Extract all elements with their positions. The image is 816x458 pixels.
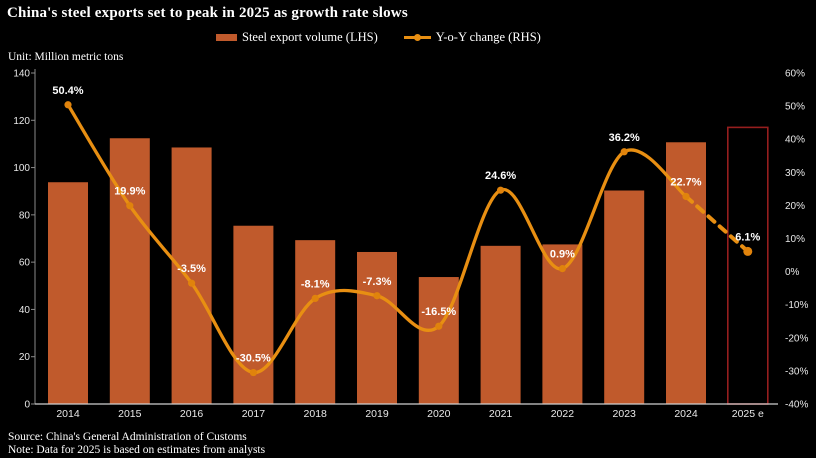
bar-2014 — [48, 182, 88, 404]
yoy-data-label: -7.3% — [363, 276, 392, 288]
right-axis-tick-label: 30% — [785, 168, 805, 179]
x-axis-category-label: 2014 — [56, 408, 80, 420]
yoy-point-2017 — [249, 368, 257, 377]
yoy-line-forecast-dashed — [684, 194, 750, 254]
bar-swatch-icon — [216, 34, 237, 41]
x-axis-category-label: 2024 — [674, 408, 698, 420]
x-axis-category-label: 2022 — [551, 408, 575, 420]
yoy-point-2020 — [435, 322, 443, 330]
yoy-data-label: 50.4% — [52, 85, 83, 97]
left-axis-tick-label: 60 — [19, 258, 31, 269]
legend-line-label: Y-o-Y change (RHS) — [435, 30, 541, 44]
right-axis-tick-label: -20% — [785, 333, 808, 344]
yoy-point-2018 — [311, 294, 319, 303]
left-axis-tick-label: 40 — [19, 305, 31, 316]
right-axis-tick-label: 10% — [785, 234, 805, 245]
yoy-data-label: 36.2% — [609, 132, 640, 144]
right-axis-tick-label: 60% — [785, 69, 805, 80]
right-axis-tick-label: -30% — [785, 366, 808, 377]
x-axis-category-label: 2025 e — [732, 408, 764, 420]
unit-label: Unit: Million metric tons — [8, 51, 124, 63]
yoy-point-2022 — [558, 265, 567, 273]
legend-item-yoy-change: Y-o-Y change (RHS) — [403, 30, 541, 45]
yoy-data-label: 0.9% — [550, 249, 575, 261]
left-axis-tick-label: 140 — [13, 69, 30, 80]
bar-2025e — [726, 126, 769, 405]
x-axis-category-label: 2019 — [365, 408, 389, 420]
yoy-data-label: 22.7% — [670, 176, 701, 188]
right-axis-tick-label: 20% — [785, 201, 805, 212]
left-axis-tick-label: 0 — [24, 400, 30, 411]
bar-2016 — [171, 147, 212, 404]
yoy-point-2023 — [620, 148, 628, 156]
legend-bar-label: Steel export volume (LHS) — [242, 30, 378, 44]
yoy-point-2024 — [682, 192, 690, 201]
left-axis-tick-label: 80 — [19, 210, 31, 221]
left-axis-tick-label: 100 — [13, 163, 30, 174]
right-axis-tick-label: -40% — [785, 400, 808, 411]
bar-2017 — [233, 225, 274, 404]
bar-2021 — [480, 245, 521, 404]
yoy-data-label: 19.9% — [114, 186, 145, 198]
right-axis-tick-label: 0% — [785, 267, 800, 278]
yoy-point-2016 — [188, 279, 196, 287]
yoy-data-label: 24.6% — [485, 170, 516, 182]
source-line: Source: China's General Administration o… — [8, 431, 247, 443]
yoy-line — [66, 103, 688, 375]
x-axis-category-label: 2021 — [489, 408, 513, 420]
right-axis-tick-label: 40% — [785, 135, 805, 146]
chart-title: China's steel exports set to peak in 202… — [7, 5, 408, 21]
yoy-point-2019 — [373, 292, 381, 300]
x-axis-category-label: 2015 — [118, 408, 142, 420]
bar-2015 — [109, 138, 150, 405]
footer-notes: Source: China's General Administration o… — [8, 431, 265, 456]
bar-2020 — [418, 277, 459, 404]
yoy-point-2021 — [497, 186, 505, 194]
left-axis-tick-label: 120 — [13, 116, 30, 127]
bar-2018 — [295, 240, 336, 404]
legend-item-steel-export-volume: Steel export volume (LHS) — [216, 30, 378, 45]
yoy-point-2014 — [64, 101, 72, 109]
left-axis-tick-label: 20 — [19, 352, 31, 363]
x-axis-category-label: 2017 — [242, 408, 266, 420]
x-axis-category-label: 2023 — [613, 408, 637, 420]
yoy-point-2025e — [743, 246, 753, 256]
legend: Steel export volume (LHS) Y-o-Y change (… — [216, 30, 541, 45]
x-axis-category-label: 2016 — [180, 408, 204, 420]
note-line: Note: Data for 2025 is based on estimate… — [8, 443, 266, 456]
yoy-data-label: -3.5% — [177, 263, 206, 275]
x-axis-category-label: 2020 — [427, 408, 451, 420]
x-axis-category-label: 2018 — [304, 408, 328, 420]
yoy-data-label: -30.5% — [236, 353, 271, 365]
right-axis-tick-label: -10% — [785, 300, 808, 311]
yoy-data-label: 6.1% — [735, 231, 760, 243]
right-axis-tick-label: 50% — [785, 102, 805, 113]
bar-2019 — [357, 251, 397, 404]
bar-2024 — [666, 142, 706, 405]
bar-2023 — [604, 190, 645, 404]
yoy-data-label: -8.1% — [301, 278, 330, 290]
yoy-data-label: -16.5% — [421, 306, 456, 318]
yoy-point-2015 — [126, 202, 134, 210]
line-swatch-icon — [403, 33, 431, 42]
